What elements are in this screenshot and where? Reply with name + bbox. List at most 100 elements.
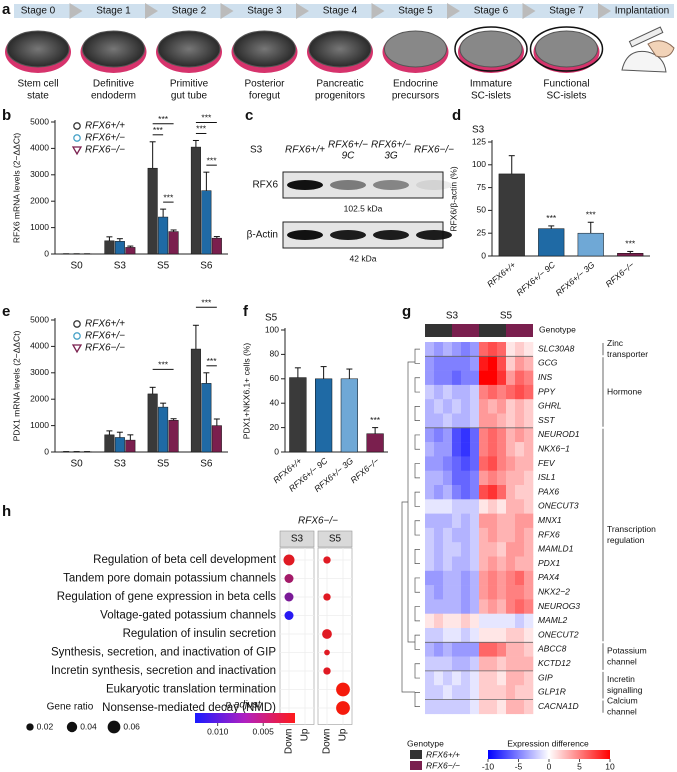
y-tick-label: 80: [270, 349, 280, 359]
dendrogram: [414, 434, 420, 450]
band-size: 102.5 kDa: [344, 203, 383, 213]
term-label: Regulation of gene expression in beta ce…: [57, 591, 277, 603]
heat-cell: [470, 570, 480, 586]
heat-cell: [461, 613, 471, 629]
dendrogram: [414, 406, 420, 421]
panel-label: e: [2, 303, 10, 320]
heat-cell: [434, 599, 444, 614]
heat-cell: [452, 585, 462, 600]
heat-cell: [470, 628, 480, 643]
heat-cell: [479, 442, 489, 457]
colorbar-tick-label: -5: [515, 761, 523, 771]
dot: [284, 573, 294, 584]
significance-label: ***: [546, 213, 557, 223]
heat-cell: [443, 356, 453, 371]
legend-swatch: [410, 761, 422, 770]
gene-label: PAX4: [538, 572, 559, 582]
heat-cell: [425, 399, 435, 414]
gene-label: GCG: [538, 358, 558, 368]
stage-arrow: [598, 3, 611, 19]
x-tick-label: S0: [71, 261, 84, 272]
gene-label: PAX6: [538, 486, 559, 496]
heat-cell: [515, 370, 525, 386]
x-tick-label: Down: [284, 729, 295, 755]
panel-title: S3: [472, 125, 485, 136]
dendrogram: [414, 663, 420, 679]
genotype-cell: [524, 324, 533, 337]
heat-cell: [479, 556, 489, 572]
heat-cell: [506, 527, 516, 543]
heat-cell: [452, 499, 462, 514]
y-tick-label: 100: [265, 324, 279, 334]
heat-cell: [488, 356, 498, 371]
heat-cell: [470, 370, 480, 386]
stage-arrow: [69, 3, 83, 19]
heat-cell: [497, 499, 507, 514]
heat-cell: [461, 670, 471, 686]
term-label: Eukaryotic translation termination: [106, 684, 276, 696]
legend-title: Genotype: [407, 738, 444, 748]
gene-label: NEUROD1: [538, 429, 580, 439]
gene-group-label: signalling: [607, 685, 643, 695]
bar: [211, 237, 222, 255]
heat-cell: [443, 442, 453, 457]
dot: [324, 649, 330, 656]
heat-cell: [515, 585, 525, 600]
heat-cell: [515, 699, 525, 715]
heat-cell: [461, 570, 471, 586]
heat-cell: [524, 456, 534, 471]
bar: [201, 383, 212, 453]
term-label: Voltage-gated potassium channels: [100, 610, 276, 622]
gene-label: RFX6: [538, 529, 560, 539]
bar: [340, 378, 358, 453]
heat-cell: [443, 370, 453, 386]
heat-cell: [515, 513, 525, 529]
y-axis-label: PDX1+NKX6.1+ cells (%): [241, 343, 251, 440]
heat-cell: [470, 399, 480, 414]
heat-cell: [443, 613, 453, 629]
x-tick-label: S5: [157, 459, 170, 470]
size-legend-dot: [26, 723, 34, 731]
stage-label: Stage 0: [21, 6, 56, 17]
heat-cell: [470, 513, 480, 529]
heat-cell: [488, 427, 498, 443]
size-legend-dot: [107, 720, 121, 734]
heat-cell: [443, 656, 453, 672]
gene-label: PPY: [538, 386, 556, 396]
y-tick-label: 2000: [30, 195, 49, 205]
heat-cell: [497, 699, 507, 715]
heat-cell: [425, 699, 435, 715]
heat-cell: [497, 384, 507, 400]
dish: [157, 30, 221, 68]
dish: [459, 30, 523, 68]
heat-cell: [488, 370, 498, 386]
dot: [323, 593, 331, 601]
heat-cell: [506, 685, 516, 700]
heat-cell: [506, 699, 516, 715]
heat-cell: [425, 585, 435, 600]
heat-cell: [479, 670, 489, 686]
legend-label: RFX6−/−: [85, 343, 125, 354]
heat-cell: [515, 628, 525, 643]
heat-cell: [461, 384, 471, 400]
heat-cell: [443, 599, 453, 614]
heat-cell: [506, 413, 516, 429]
heat-cell: [524, 613, 534, 629]
heat-cell: [452, 628, 462, 643]
gene-group-label: Transcription: [607, 524, 656, 534]
stage-caption: Primitive: [170, 79, 209, 90]
heat-cell: [461, 370, 471, 386]
heat-cell: [470, 442, 480, 457]
mouse: [621, 50, 667, 73]
heat-cell: [434, 685, 444, 700]
stage-arrow: [145, 3, 158, 19]
syringe: [628, 26, 664, 48]
panel-label: b: [2, 107, 11, 124]
heat-cell: [452, 342, 462, 357]
heat-cell: [497, 442, 507, 457]
heat-cell: [488, 656, 498, 672]
y-tick-label: 2000: [30, 393, 49, 403]
legend-marker: [73, 134, 81, 142]
heat-cell: [470, 470, 480, 486]
gene-label: FEV: [538, 458, 556, 468]
